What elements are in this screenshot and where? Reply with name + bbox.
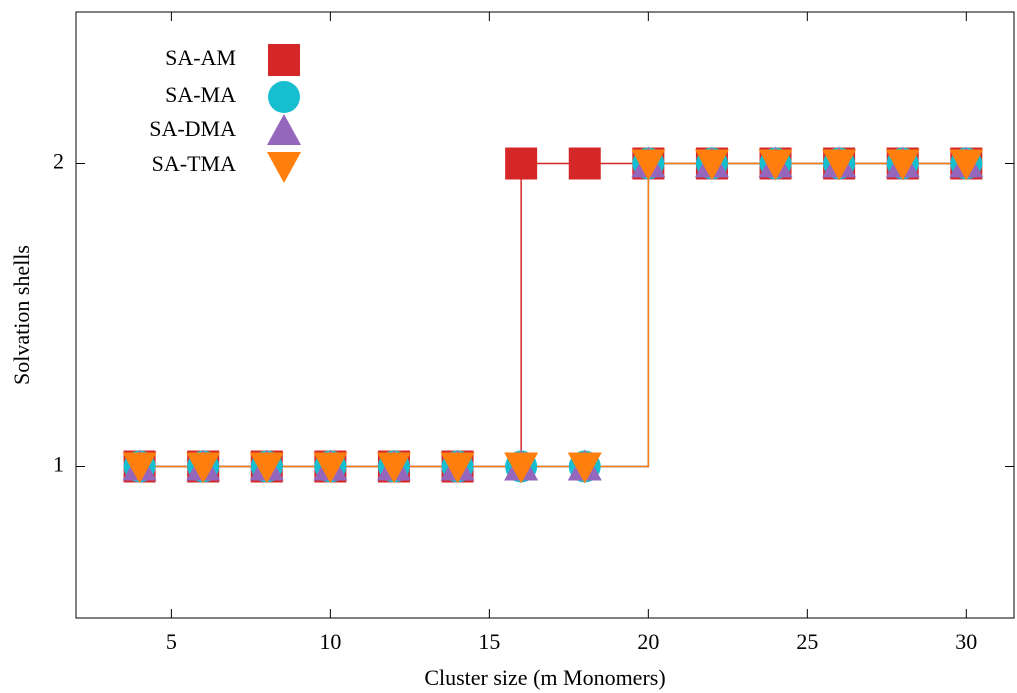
x-tick-label: 30 — [955, 629, 977, 654]
marker — [949, 149, 984, 181]
step-line — [584, 163, 650, 468]
marker — [758, 149, 793, 181]
y-axis-label: Solvation shells — [9, 245, 34, 385]
marker — [313, 452, 348, 484]
x-axis-label: Cluster size (m Monomers) — [424, 665, 665, 690]
marker — [249, 452, 284, 484]
legend-label: SA-AM — [165, 45, 236, 70]
legend-marker — [267, 114, 301, 145]
marker — [376, 452, 411, 484]
marker — [504, 452, 539, 484]
legend-label: SA-DMA — [149, 116, 236, 141]
y-tick-label: 1 — [53, 452, 64, 477]
marker — [631, 149, 666, 181]
x-tick-label: 25 — [796, 629, 818, 654]
legend-label: SA-TMA — [152, 151, 236, 176]
plot-frame — [75, 11, 1015, 619]
y-tick-label: 2 — [53, 149, 64, 174]
legend-marker — [268, 81, 300, 113]
x-tick-label: 10 — [319, 629, 341, 654]
legend: SA-AM SA-MA SA-DMA SA-TMA — [149, 44, 301, 183]
step-line — [457, 163, 522, 468]
marker — [440, 452, 475, 484]
x-tick-label: 5 — [166, 629, 177, 654]
marker — [505, 147, 538, 180]
marker — [568, 147, 601, 180]
legend-label: SA-MA — [165, 82, 236, 107]
step-line — [584, 163, 650, 468]
legend-marker — [268, 44, 300, 76]
marker — [822, 149, 857, 181]
x-tick-label: 20 — [637, 629, 659, 654]
step-line — [584, 163, 650, 468]
marker — [186, 452, 221, 484]
marker — [694, 149, 729, 181]
marker — [122, 452, 157, 484]
x-tick-label: 15 — [478, 629, 500, 654]
legend-marker — [267, 152, 301, 183]
marker — [885, 149, 920, 181]
marker — [567, 452, 602, 484]
